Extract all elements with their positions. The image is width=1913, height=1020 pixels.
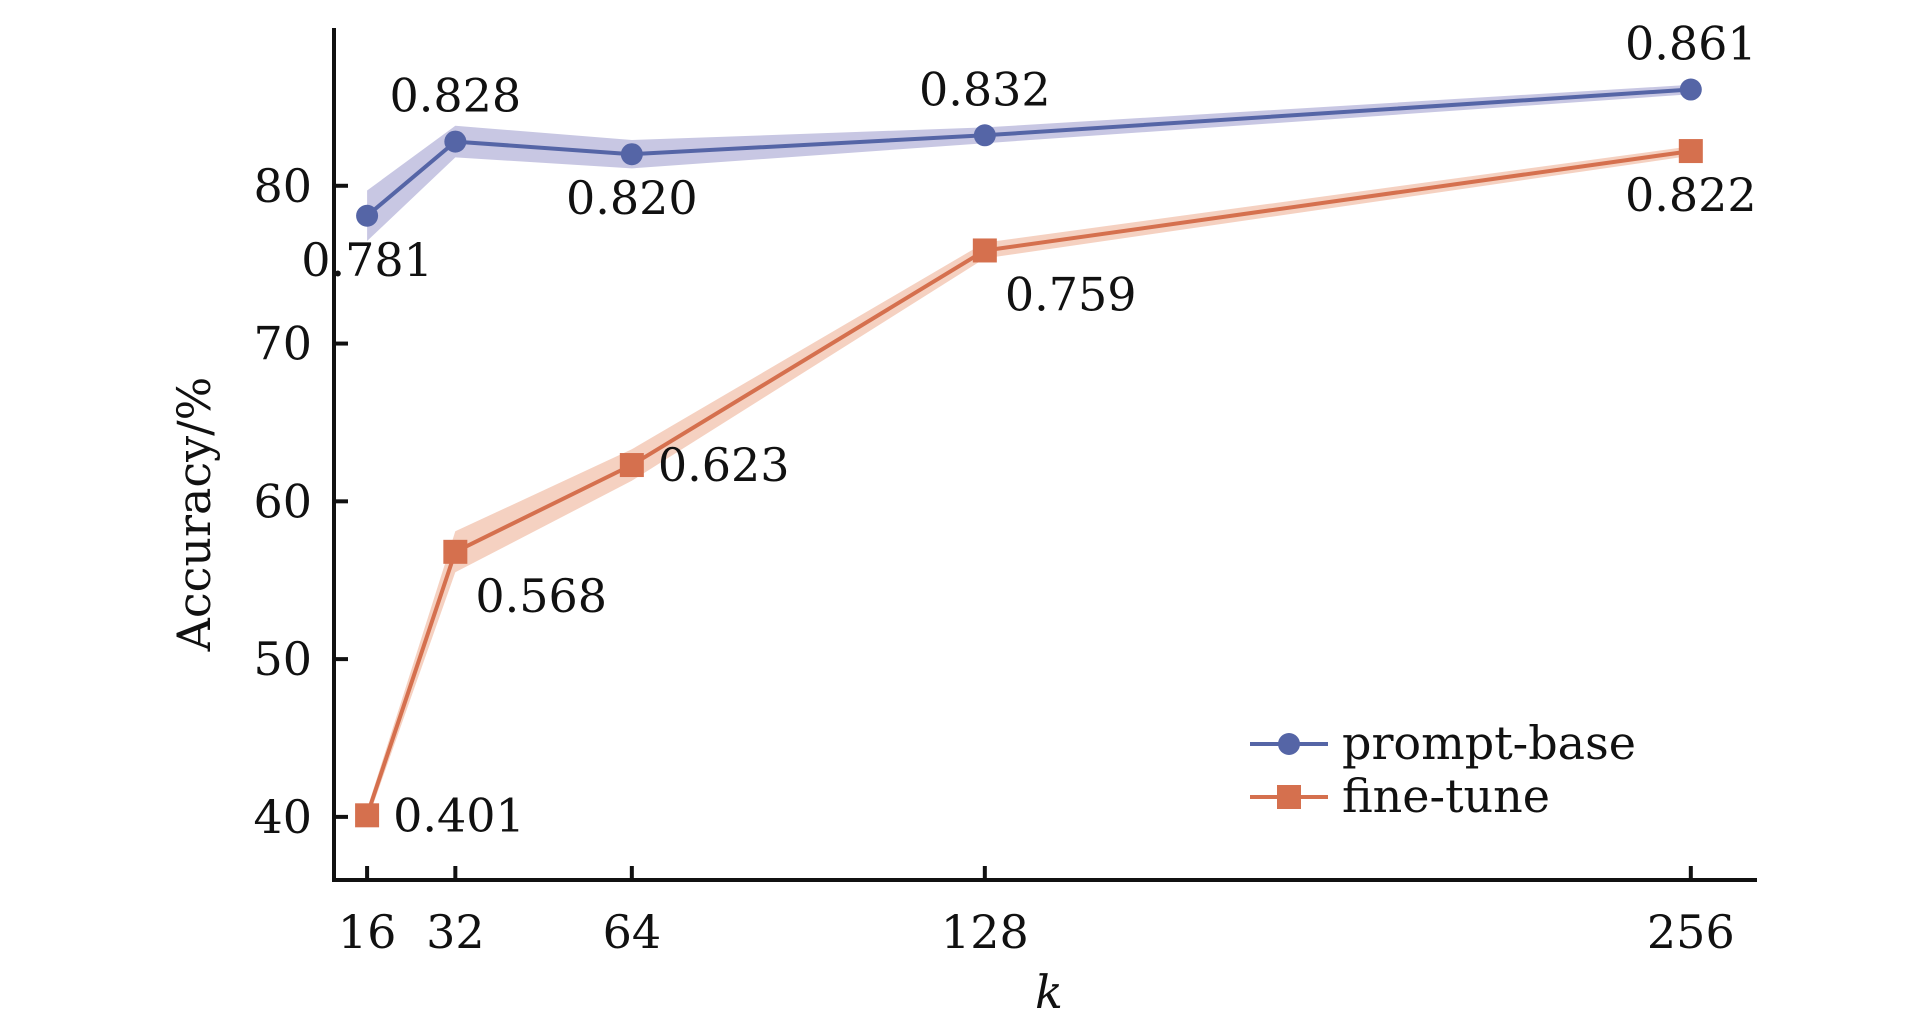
fine-tune-point bbox=[619, 453, 644, 478]
fine-tune-point bbox=[972, 238, 997, 263]
x-tick-label: 16 bbox=[338, 905, 397, 959]
series-markers bbox=[355, 78, 1703, 828]
x-tick-label: 32 bbox=[426, 905, 485, 959]
y-tick-label: 50 bbox=[253, 632, 312, 686]
fine-tune-data-label: 0.568 bbox=[475, 569, 607, 623]
y-tick-label: 80 bbox=[253, 159, 312, 213]
y-axis-label: Accuracy/% bbox=[167, 377, 221, 653]
prompt-base-data-label: 0.861 bbox=[1625, 17, 1757, 71]
prompt-base-data-label: 0.820 bbox=[566, 171, 698, 225]
fine-tune-data-label: 0.822 bbox=[1625, 168, 1757, 222]
x-tick-label: 256 bbox=[1647, 905, 1735, 959]
fine-tune-point bbox=[355, 803, 380, 828]
x-tick-label: 128 bbox=[941, 905, 1029, 959]
fine-tune-data-label: 0.401 bbox=[393, 788, 525, 842]
prompt-base-point bbox=[356, 204, 379, 227]
fine-tune-data-label: 0.623 bbox=[658, 438, 790, 492]
axes: 40 50 60 70 80 16 32 64 128 256 k Accuracy/% bbox=[167, 28, 1757, 1019]
prompt-base-point bbox=[973, 124, 996, 147]
legend-prompt-base-label: prompt-base bbox=[1342, 716, 1636, 770]
x-axis-label: k bbox=[1035, 965, 1063, 1016]
prompt-base-point bbox=[444, 130, 467, 153]
prompt-base-data-label: 0.828 bbox=[389, 69, 521, 123]
fine-tune-point bbox=[1678, 139, 1703, 164]
prompt-base-data-label: 0.832 bbox=[919, 62, 1051, 116]
fine-tune-point bbox=[443, 539, 468, 564]
y-axis-ticks: 40 50 60 70 80 bbox=[253, 159, 348, 844]
y-tick-label: 40 bbox=[253, 790, 312, 844]
prompt-base-point bbox=[1679, 78, 1702, 101]
legend-fine-tune-label: fine-tune bbox=[1342, 769, 1550, 823]
prompt-base-point bbox=[620, 143, 643, 166]
x-axis-ticks: 16 32 64 128 256 bbox=[338, 866, 1735, 959]
prompt-base-data-label: 0.781 bbox=[301, 233, 433, 287]
legend-fine-tune-marker bbox=[1277, 785, 1301, 809]
y-tick-label: 70 bbox=[253, 317, 312, 371]
y-tick-label: 60 bbox=[253, 474, 312, 528]
fine-tune-data-label: 0.759 bbox=[1005, 267, 1137, 321]
data-labels: 0.781 0.828 0.820 0.832 0.861 0.401 0.568 0.623… bbox=[301, 17, 1756, 843]
legend-prompt-base-marker bbox=[1278, 733, 1300, 755]
x-tick-label: 64 bbox=[603, 905, 662, 959]
